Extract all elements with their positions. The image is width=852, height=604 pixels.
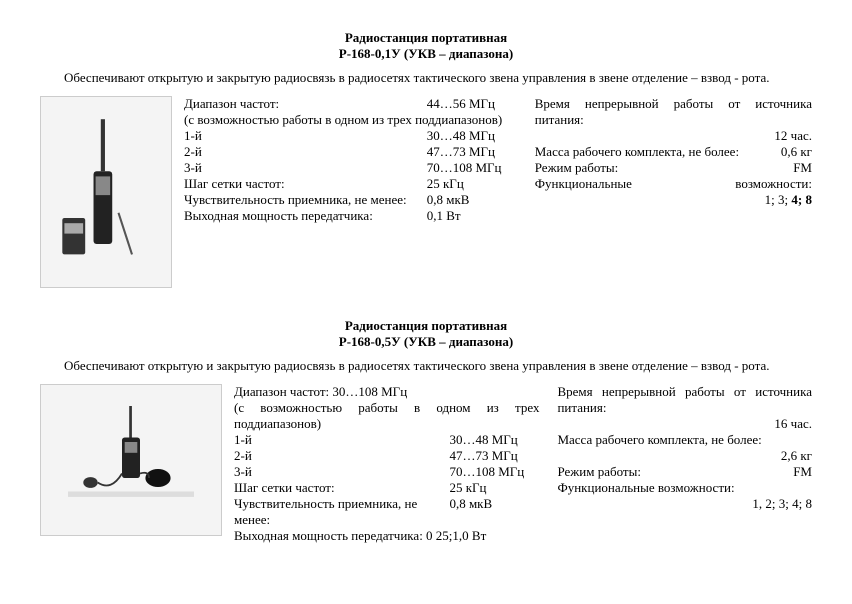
mass-label: Масса рабочего комплекта, не более:	[557, 432, 812, 448]
func-value: 1; 3; 4; 8	[535, 192, 812, 208]
band1-label: 1-й	[234, 432, 449, 448]
runtime-label: Время непрерывной работы от источника пи…	[557, 384, 812, 416]
right-specs: Время непрерывной работы от источника пи…	[557, 384, 812, 544]
title-block: Радиостанция портативная Р-168-0,1У (УКВ…	[40, 30, 812, 62]
runtime-value: 12 час.	[535, 128, 812, 144]
left-specs: Диапазон частот: 44…56 МГц (с возможност…	[184, 96, 517, 224]
runtime-label: Время непрерывной работы от источника пи…	[535, 96, 812, 128]
func-value-bold: 4; 8	[791, 192, 812, 207]
power-value: 0,1 Вт	[427, 208, 517, 224]
freq-label: Диапазон частот: 30…108 МГц	[234, 384, 539, 400]
radio-svg-icon	[59, 400, 203, 520]
product-image	[40, 96, 172, 288]
band3-label: 3-й	[234, 464, 449, 480]
sensitivity-label: Чувствительность приемника, не менее:	[184, 192, 427, 208]
power-label: Выходная мощность передатчика: 0 25;1,0 …	[234, 528, 539, 544]
title-line-2: Р-168-0,5У (УКВ – диапазона)	[40, 334, 812, 350]
band2-value: 47…73 МГц	[449, 448, 539, 464]
band3-label: 3-й	[184, 160, 427, 176]
sensitivity-value: 0,8 мкВ	[449, 496, 539, 528]
step-value: 25 кГц	[427, 176, 517, 192]
freq-label: Диапазон частот:	[184, 96, 427, 112]
mass-value: 2,6 кг	[557, 448, 812, 464]
mode-value: FM	[793, 160, 812, 176]
func-label: Функциональные возможности:	[557, 480, 812, 496]
right-specs: Время непрерывной работы от источника пи…	[535, 96, 812, 224]
specs-columns: Диапазон частот: 44…56 МГц (с возможност…	[184, 96, 812, 224]
band2-label: 2-й	[184, 144, 427, 160]
title-line-2: Р-168-0,1У (УКВ – диапазона)	[40, 46, 812, 62]
step-value: 25 кГц	[449, 480, 539, 496]
subband-note: (с возможностью работы в одном из трех п…	[234, 400, 539, 432]
band3-value: 70…108 МГц	[449, 464, 539, 480]
subband-note: (с возможностью работы в одном из трех п…	[184, 112, 517, 128]
band1-value: 30…48 МГц	[427, 128, 517, 144]
specs-columns: Диапазон частот: 30…108 МГц (с возможнос…	[234, 384, 812, 544]
band1-label: 1-й	[184, 128, 427, 144]
radio-image-icon	[40, 96, 172, 288]
title-line-1: Радиостанция портативная	[40, 318, 812, 334]
mass-label: Масса рабочего комплекта, не более:	[535, 144, 739, 159]
freq-value: 44…56 МГц	[427, 96, 517, 112]
radio-svg-icon	[54, 116, 158, 268]
content-row: Диапазон частот: 44…56 МГц (с возможност…	[40, 96, 812, 288]
left-specs: Диапазон частот: 30…108 МГц (с возможнос…	[234, 384, 539, 544]
content-row: Диапазон частот: 30…108 МГц (с возможнос…	[40, 384, 812, 544]
radio-image-icon	[40, 384, 222, 536]
product-image	[40, 384, 222, 536]
func-label: Функциональные возможности:	[535, 176, 812, 192]
radio-section-2: Радиостанция портативная Р-168-0,5У (УКВ…	[40, 318, 812, 544]
band2-label: 2-й	[234, 448, 449, 464]
step-label: Шаг сетки частот:	[234, 480, 449, 496]
func-value-pre: 1; 3;	[765, 192, 792, 207]
intro-text: Обеспечивают открытую и закрытую радиосв…	[40, 70, 812, 86]
band3-value: 70…108 МГц	[427, 160, 517, 176]
mode-value: FM	[793, 464, 812, 480]
intro-text: Обеспечивают открытую и закрытую радиосв…	[40, 358, 812, 374]
radio-section-1: Радиостанция портативная Р-168-0,1У (УКВ…	[40, 30, 812, 288]
runtime-value: 16 час.	[557, 416, 812, 432]
step-label: Шаг сетки частот:	[184, 176, 427, 192]
mode-label: Режим работы:	[535, 160, 618, 175]
band2-value: 47…73 МГц	[427, 144, 517, 160]
title-block: Радиостанция портативная Р-168-0,5У (УКВ…	[40, 318, 812, 350]
sensitivity-label: Чувствительность приемника, не менее:	[234, 496, 449, 528]
sensitivity-value: 0,8 мкВ	[427, 192, 517, 208]
title-line-1: Радиостанция портативная	[40, 30, 812, 46]
mode-label: Режим работы:	[557, 464, 640, 479]
band1-value: 30…48 МГц	[449, 432, 539, 448]
power-label: Выходная мощность передатчика:	[184, 208, 427, 224]
mass-value: 0,6 кг	[781, 144, 812, 160]
func-value: 1, 2; 3; 4; 8	[557, 496, 812, 512]
